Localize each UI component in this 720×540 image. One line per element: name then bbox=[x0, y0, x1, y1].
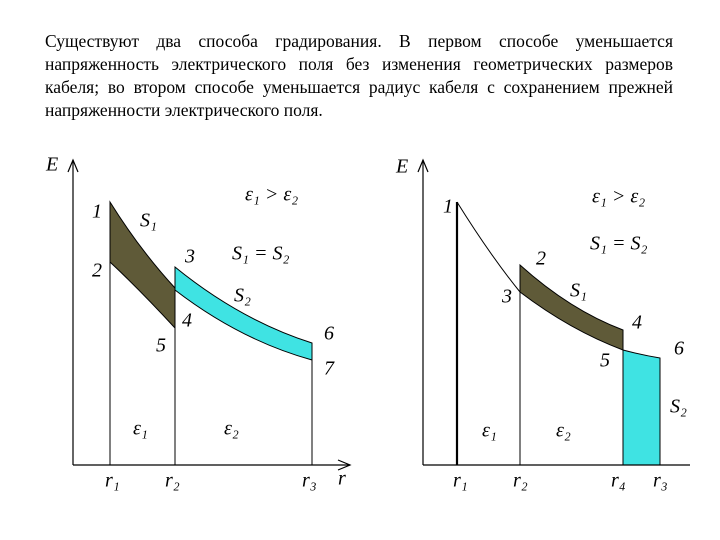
radius-label: r₂ bbox=[165, 470, 180, 492]
point-label: 7 bbox=[324, 358, 335, 380]
right-diagram: E 1 2 3 4 5 6 S₁ S₂ ε₁ > ε₂ S₁ = S₂ ε₁ ε… bbox=[395, 156, 690, 492]
point-label: 2 bbox=[536, 248, 546, 270]
medium-label: ε₁ bbox=[482, 420, 497, 442]
medium-label: ε₂ bbox=[556, 420, 571, 442]
radius-label: r₁ bbox=[105, 470, 120, 492]
equality: S₁ = S₂ bbox=[590, 233, 647, 255]
area-label: S₂ bbox=[234, 285, 251, 307]
axis-label: E bbox=[395, 156, 408, 178]
point-label: 3 bbox=[501, 286, 512, 308]
radius-label: r₃ bbox=[653, 470, 668, 492]
area-s2 bbox=[622, 349, 661, 466]
field-curve bbox=[456, 201, 521, 293]
relation: ε₁ > ε₂ bbox=[592, 186, 645, 208]
point-label: 1 bbox=[92, 201, 102, 223]
radius-label: r₂ bbox=[513, 470, 528, 492]
left-diagram: E r 1 2 3 4 5 6 7 S₁ S₂ ε₁ > ε₂ S₁ = S₂ … bbox=[45, 154, 352, 492]
point-label: 5 bbox=[156, 335, 166, 357]
radius-label: r₃ bbox=[302, 470, 317, 492]
point-label: 3 bbox=[184, 246, 195, 268]
radius-label: r₁ bbox=[453, 470, 468, 492]
area-label: S₁ bbox=[570, 280, 587, 302]
medium-label: ε₁ bbox=[133, 418, 148, 440]
area-label: S₁ bbox=[140, 210, 157, 232]
arrow bbox=[67, 158, 79, 173]
equality: S₁ = S₂ bbox=[232, 243, 289, 265]
area-label: S₂ bbox=[670, 396, 687, 418]
point-label: 6 bbox=[674, 338, 684, 360]
area-s1 bbox=[519, 263, 624, 351]
point-label: 4 bbox=[632, 312, 642, 334]
point-label: 4 bbox=[182, 310, 192, 332]
axis-label: E bbox=[45, 154, 58, 176]
medium-label: ε₂ bbox=[224, 418, 239, 440]
point-label: 5 bbox=[600, 350, 610, 372]
radius-label: r₄ bbox=[611, 470, 626, 492]
point-label: 1 bbox=[443, 196, 453, 218]
area-s2 bbox=[174, 265, 313, 361]
relation: ε₁ > ε₂ bbox=[245, 184, 298, 206]
point-label: 6 bbox=[324, 323, 334, 345]
point-label: 2 bbox=[92, 260, 102, 282]
arrow bbox=[337, 459, 352, 471]
paragraph: Существуют два способа градирования. В п… bbox=[45, 31, 673, 120]
axis-label: r bbox=[338, 468, 346, 490]
arrow bbox=[417, 158, 429, 173]
